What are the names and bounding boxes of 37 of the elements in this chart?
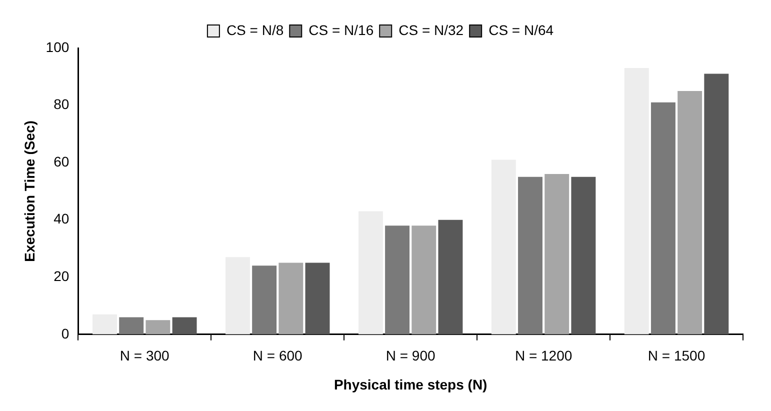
bar [571,176,596,334]
bar [172,317,197,334]
y-tick-label: 60 [54,153,70,170]
bar [650,102,676,334]
y-axis-title: Execution Time (Sec) [21,120,38,262]
bar [278,262,304,334]
bar [385,226,410,334]
bar [491,160,516,334]
bar [119,317,144,334]
x-tick-label: N = 600 [252,348,303,364]
bar [544,174,570,334]
bar [305,262,330,334]
y-tick-label: 20 [54,268,70,284]
x-tick-label: N = 300 [120,348,170,364]
legend-label: CS = N/16 [308,22,374,38]
bar [438,220,463,334]
bar [92,314,117,334]
bar [518,176,542,334]
x-axis-title: Physical time steps (N) [334,376,488,392]
x-tick-label: N = 1500 [648,348,706,364]
bar [146,320,170,334]
y-tick-label: 40 [54,210,70,227]
legend-label: CS = N/64 [488,22,554,38]
bar [678,90,702,334]
y-tick-label: 100 [46,38,70,55]
x-tick-label: N = 1200 [514,348,572,364]
bar [252,266,277,334]
bar [225,257,250,334]
legend-label: CS = N/32 [398,22,464,38]
bar [704,74,729,334]
x-tick-label: N = 900 [386,348,436,364]
y-tick-label: 0 [61,325,70,342]
bar [412,226,436,334]
legend-label: CS = N/8 [226,22,284,38]
bar [358,211,383,334]
bar [624,68,649,334]
y-tick-label: 80 [54,96,70,112]
